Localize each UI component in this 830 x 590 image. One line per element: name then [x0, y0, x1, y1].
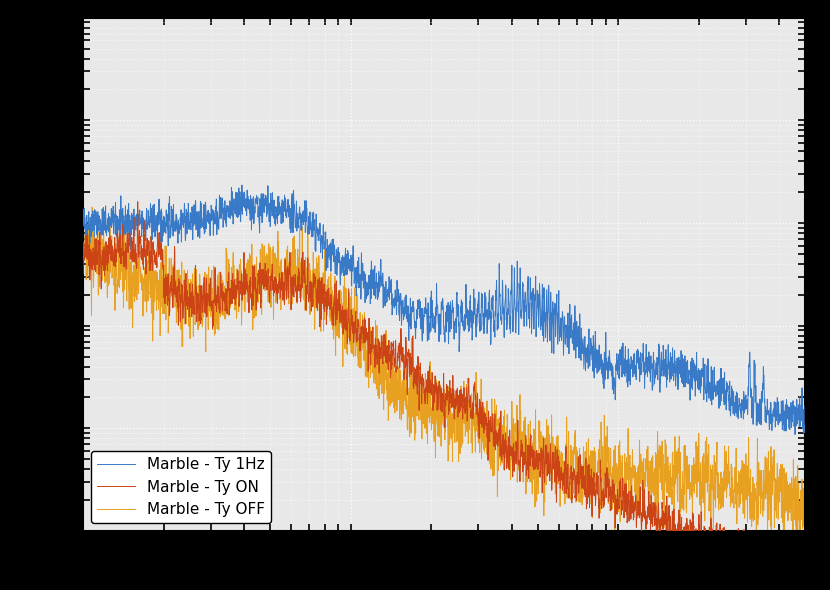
Marble - Ty OFF: [382, 362, 392, 369]
Marble - Ty OFF: [800, 514, 810, 522]
Marble - Ty OFF: [87, 204, 97, 211]
Marble - Ty ON: [800, 559, 810, 566]
Marble - Ty ON: [388, 353, 398, 360]
Line: Marble - Ty ON: Marble - Ty ON: [83, 202, 805, 590]
Marble - Ty 1Hz: [237, 182, 247, 189]
Legend: Marble - Ty 1Hz, Marble - Ty ON, Marble - Ty OFF: Marble - Ty 1Hz, Marble - Ty ON, Marble …: [90, 451, 271, 523]
Marble - Ty OFF: [422, 414, 432, 421]
Line: Marble - Ty 1Hz: Marble - Ty 1Hz: [83, 185, 805, 434]
Marble - Ty ON: [78, 270, 88, 277]
Marble - Ty ON: [778, 563, 788, 571]
Marble - Ty 1Hz: [388, 306, 398, 313]
Line: Marble - Ty OFF: Marble - Ty OFF: [83, 207, 805, 553]
Marble - Ty OFF: [388, 356, 398, 363]
Marble - Ty 1Hz: [382, 291, 392, 299]
Marble - Ty ON: [133, 198, 143, 205]
Marble - Ty ON: [603, 469, 613, 476]
Marble - Ty ON: [382, 343, 392, 350]
Marble - Ty 1Hz: [603, 365, 613, 372]
Marble - Ty OFF: [779, 520, 788, 527]
Marble - Ty ON: [422, 389, 432, 396]
Marble - Ty OFF: [742, 477, 752, 484]
Marble - Ty 1Hz: [778, 403, 788, 410]
Marble - Ty 1Hz: [800, 402, 810, 409]
Marble - Ty 1Hz: [422, 309, 432, 316]
Marble - Ty ON: [742, 545, 752, 552]
Marble - Ty OFF: [603, 450, 613, 457]
Marble - Ty OFF: [78, 287, 88, 294]
Marble - Ty 1Hz: [78, 214, 88, 221]
Marble - Ty 1Hz: [742, 396, 752, 404]
Marble - Ty OFF: [766, 549, 776, 556]
Marble - Ty 1Hz: [790, 431, 800, 438]
